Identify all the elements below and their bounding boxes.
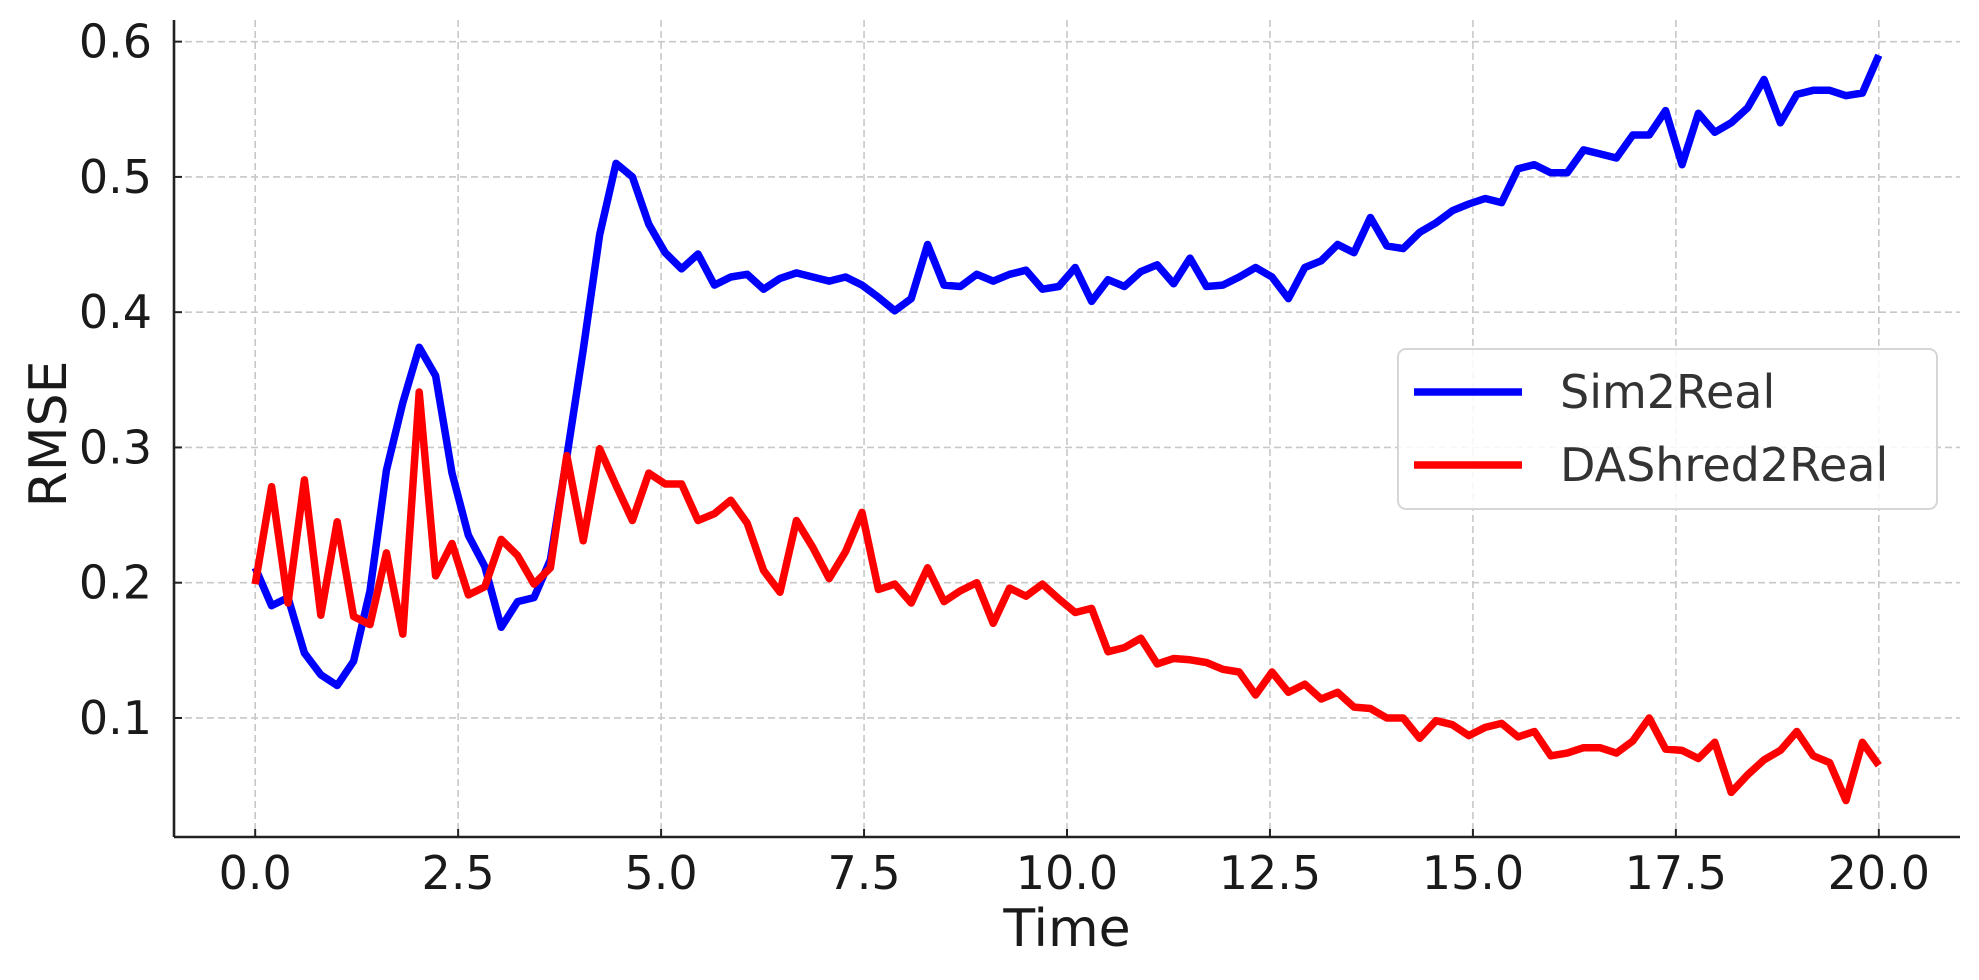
x-tick-label: 10.0 <box>1016 846 1118 900</box>
y-tick-label: 0.4 <box>79 285 152 339</box>
legend-label-sim2real: Sim2Real <box>1560 365 1775 419</box>
x-tick-label: 2.5 <box>422 846 495 900</box>
x-tick-label: 20.0 <box>1828 846 1930 900</box>
y-tick-label: 0.6 <box>79 15 152 69</box>
y-axis-ticks: 0.1 0.2 0.3 0.4 0.5 0.6 <box>79 15 182 745</box>
plot-series <box>251 53 1883 805</box>
y-tick-label: 0.3 <box>79 420 152 474</box>
series-line-sim2real <box>251 53 1883 690</box>
x-tick-label: 15.0 <box>1422 846 1524 900</box>
x-tick-label: 17.5 <box>1625 846 1727 900</box>
x-tick-label: 0.0 <box>219 846 292 900</box>
y-axis-label: RMSE <box>19 361 79 508</box>
x-tick-label: 12.5 <box>1219 846 1321 900</box>
x-axis-ticks: 0.0 2.5 5.0 7.5 10.0 12.5 15.0 17.5 20.0 <box>219 829 1930 900</box>
legend-box <box>1397 348 1938 510</box>
legend: Sim2Real DAShred2Real <box>1397 348 1938 510</box>
x-tick-label: 5.0 <box>625 846 698 900</box>
y-tick-label: 0.2 <box>79 556 152 610</box>
x-axis-label: Time <box>1002 899 1130 959</box>
series-line-dashred2real <box>251 388 1882 805</box>
y-tick-label: 0.1 <box>79 691 152 745</box>
legend-label-dashred2real: DAShred2Real <box>1560 438 1888 492</box>
y-tick-label: 0.5 <box>79 150 152 204</box>
x-tick-label: 7.5 <box>827 846 900 900</box>
